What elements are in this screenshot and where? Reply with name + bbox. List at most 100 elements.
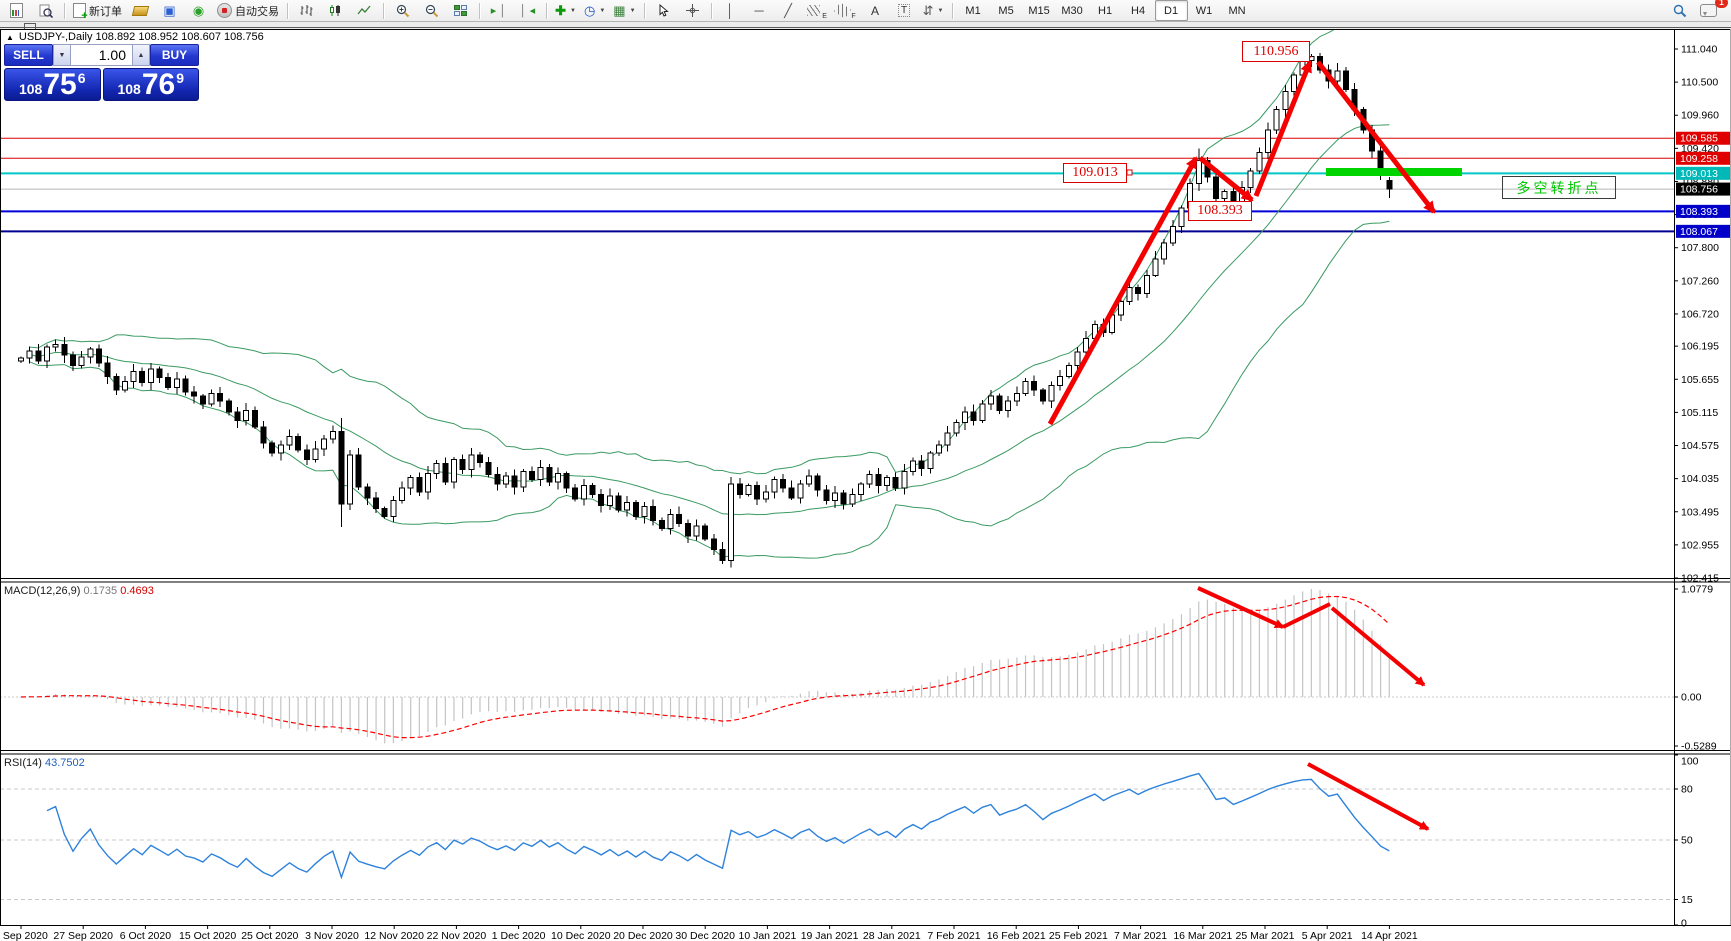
volume-input[interactable]: 1.00 [71,44,132,66]
macd-main-value: 0.1735 [83,585,118,597]
search-button[interactable] [1665,0,1694,21]
price-tick-label: 106.720 [1681,308,1719,320]
label-tool-button[interactable]: T [890,0,919,21]
signals-button[interactable]: ◉ [184,0,213,21]
chart-shift-button[interactable]: │ ◂ [519,4,536,18]
timeframe-m1-button[interactable]: M1 [965,4,981,17]
price-callout-109013[interactable]: 109.013 [1063,163,1127,183]
candle-body [269,442,276,454]
candle-body [632,501,639,517]
arrows-tool-button[interactable]: ⇵ ▼ [919,0,948,21]
sell-button[interactable]: SELL [4,44,53,66]
ask-pips: 76 [141,68,176,101]
timeframe-mn-button[interactable]: MN [1228,4,1246,17]
date-label: 7 Feb 2021 [927,930,980,941]
candle-body [1282,90,1289,111]
candlestick-chart-button[interactable] [321,0,350,21]
candle-body [606,495,613,506]
ask-quote[interactable]: 108 76 9 [102,68,199,101]
fibonacci-button[interactable]: F [832,0,861,21]
timeframe-m15-button[interactable]: M15 [1028,4,1050,17]
candle-body [243,409,250,422]
new-order-button[interactable]: + 新订单 [69,0,126,22]
turning-point-note[interactable]: 多空转折点 [1502,176,1616,199]
horizontal-line-button[interactable]: ─ [745,0,774,21]
timeframe-h4-button[interactable]: H4 [1131,4,1146,17]
vertical-line-button[interactable]: │ [716,0,745,21]
zoom-out-button[interactable] [417,0,446,21]
auto-scroll-button[interactable]: ▸ │ [490,4,507,18]
ask-figure: 108 [117,81,141,97]
candle-body [347,454,354,505]
price-tick-label: 110.500 [1681,77,1718,89]
tile-windows-button[interactable] [446,0,475,21]
collapse-marker-icon[interactable]: ▲ [6,32,14,42]
candle-body [537,466,544,481]
timeframe-m5-button[interactable]: M5 [998,4,1014,17]
vertical-line-icon: │ [725,3,735,18]
date-label: 25 Oct 2020 [241,930,298,941]
toolbar-separator [951,2,953,19]
candle-body [1247,170,1254,189]
line-chart-button[interactable] [350,0,379,21]
candle-body [1256,152,1263,172]
candle-body [26,350,33,359]
price-badge [1676,182,1730,196]
one-click-trading-panel: SELL ▼ 1.00 ▲ BUY 108 75 6 108 76 9 [4,44,199,101]
candle-body [260,426,267,444]
price-callout-110956[interactable]: 110.956 [1242,41,1310,62]
candle-body [572,487,579,500]
chart-shift-icon: │ [519,4,527,17]
bid-quote[interactable]: 108 75 6 [4,68,101,101]
timeframe-h1-button[interactable]: H1 [1098,4,1113,17]
timeframe-w1-button[interactable]: W1 [1195,4,1213,17]
candle-body [381,507,388,517]
buy-button[interactable]: BUY [150,44,199,66]
trend-arrow [1197,586,1285,629]
rsi-scale-label: 80 [1681,784,1693,796]
new-chart-button[interactable] [2,0,31,21]
candle-body [719,548,726,562]
macd-signal-value: 0.4693 [120,585,154,597]
trendline-button[interactable]: ╱ [774,0,803,21]
templates-button[interactable]: ▦ ▼ [609,0,639,21]
symbol-ohlc-text: USDJPY-,Daily 108.892 108.952 108.607 10… [18,31,264,43]
bar-chart-button[interactable] [292,0,321,21]
rsi-scale-label: 50 [1681,835,1693,847]
cursor-button[interactable] [649,0,678,21]
metaeditor-button[interactable]: ▣ [155,0,184,21]
notifications-button[interactable]: 1 [1694,0,1728,21]
profiles-button[interactable] [31,0,60,21]
channel-button[interactable]: E [803,0,832,21]
zoom-in-button[interactable] [388,0,417,21]
candle-body [390,499,397,517]
text-tool-button[interactable]: A [861,0,890,21]
candle-body [788,487,795,499]
periods-button[interactable]: ◷ ▼ [580,0,609,21]
timeframe-m30-button[interactable]: M30 [1061,4,1083,17]
price-callout-108393[interactable]: 108.393 [1188,201,1252,221]
volume-up-button[interactable]: ▲ [132,44,150,66]
candle-body [901,471,908,489]
candle-body [303,449,310,460]
volume-down-button[interactable]: ▼ [53,44,71,66]
window-tab-marker [24,23,36,29]
candle-body [1065,364,1072,378]
rsi-value: 43.7502 [44,757,85,769]
trend-arrow [1330,606,1426,687]
candle-body [996,395,1003,411]
candle-body [961,411,968,424]
candle-body [1117,301,1124,316]
clock-icon: ◷ [584,3,596,18]
crosshair-button[interactable] [678,0,707,21]
toolbar-separator [546,2,547,19]
timeframe-d1-button[interactable]: D1 [1154,0,1188,21]
candle-body [658,520,665,530]
indicators-button[interactable]: ✚ ▼ [551,0,580,21]
zoom-out-icon [425,4,438,17]
autotrading-button[interactable]: 自动交易 [213,0,283,21]
candle-body [546,466,553,483]
gold-script-button[interactable] [126,0,155,21]
candle-body [1083,337,1090,353]
